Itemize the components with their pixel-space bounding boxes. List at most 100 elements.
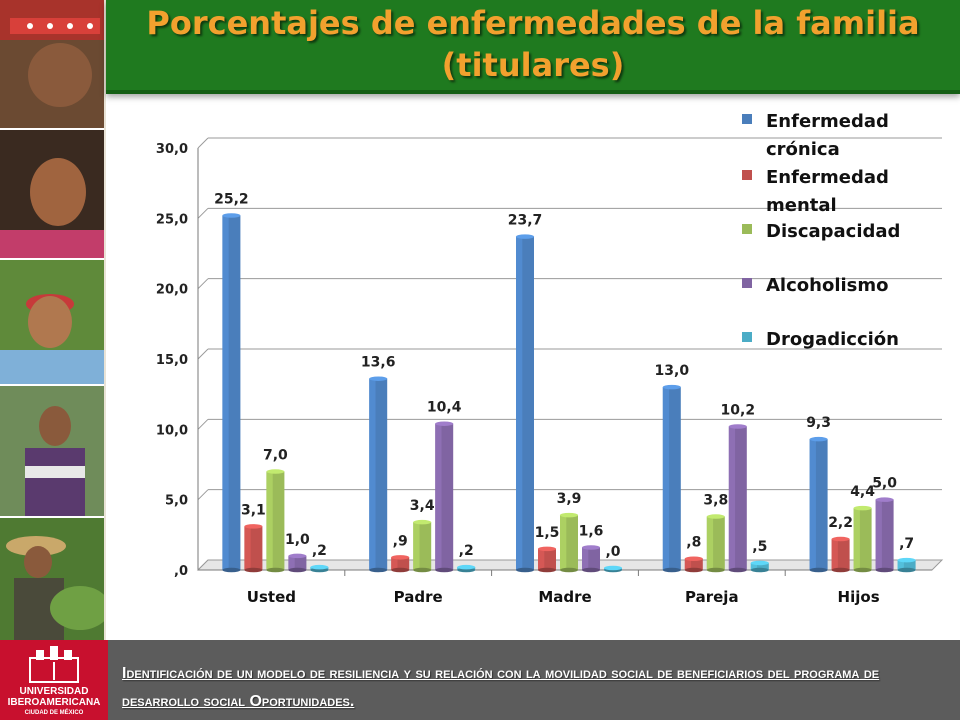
bar-top xyxy=(413,519,432,525)
logo-line-2: IBEROAMERICANA xyxy=(7,697,101,708)
logo-line-1: UNIVERSIDAD xyxy=(19,686,89,697)
bar xyxy=(750,562,769,570)
bar-top xyxy=(604,565,622,571)
data-label: ,5 xyxy=(752,539,767,555)
bar-top xyxy=(875,497,894,502)
bar-highlight xyxy=(244,526,251,570)
bar-highlight xyxy=(266,471,273,570)
bar-top xyxy=(897,557,916,563)
bar-bottom xyxy=(369,567,388,573)
data-label: ,7 xyxy=(899,536,914,552)
logo-line-3: CIUDAD DE MÉXICO xyxy=(24,710,84,716)
bar-bottom xyxy=(288,567,307,573)
bar-highlight xyxy=(853,508,860,570)
bar-highlight xyxy=(750,562,758,570)
data-label: 25,2 xyxy=(214,192,249,208)
bar-highlight xyxy=(684,558,692,570)
bar-bottom xyxy=(875,567,894,573)
x-category-label: Madre xyxy=(538,588,591,606)
portrait-photo-woman xyxy=(0,130,104,260)
bar-top xyxy=(310,564,329,570)
portrait-photo-mother-child xyxy=(0,386,104,518)
bar-bottom xyxy=(728,567,747,573)
bar-top xyxy=(728,424,747,429)
bar-top xyxy=(560,512,578,518)
bar-top xyxy=(435,421,454,426)
bar-highlight xyxy=(369,378,376,570)
data-label: ,9 xyxy=(393,533,408,549)
data-label: 10,4 xyxy=(427,400,462,416)
bar-top xyxy=(369,376,388,381)
bar-bottom xyxy=(435,567,454,573)
legend-swatch xyxy=(742,224,752,234)
bar-top xyxy=(831,536,850,542)
bar-top xyxy=(662,384,681,390)
bar-highlight xyxy=(897,560,904,570)
bar-bottom xyxy=(244,567,263,573)
data-label: ,2 xyxy=(312,543,327,559)
gridline-side xyxy=(197,348,209,360)
bar-top xyxy=(244,524,263,529)
footer-caption: Identificación de un modelo de resilienc… xyxy=(122,665,880,710)
data-label: ,0 xyxy=(605,544,620,560)
page-title: Porcentajes de enfermedades de la famili… xyxy=(146,4,920,84)
bar-top xyxy=(391,555,410,560)
data-label: 1,0 xyxy=(285,532,310,548)
bar-bottom xyxy=(750,567,769,573)
legend-swatch xyxy=(742,332,752,342)
y-tick-label: 15,0 xyxy=(156,353,188,368)
gridline-side xyxy=(197,278,209,290)
y-tick-label: 5,0 xyxy=(165,494,188,509)
data-label: 7,0 xyxy=(263,448,288,464)
bar-top xyxy=(750,560,769,566)
data-label: ,2 xyxy=(459,543,474,559)
chart-area: ,0 5,0 10,0 15,0 20,0 25,0 30,0 Usted 25,2 3,1 7,0… xyxy=(106,94,960,640)
data-label: 3,8 xyxy=(703,493,728,509)
data-label: 10,2 xyxy=(721,403,756,419)
portrait-photo-elder-man xyxy=(0,0,104,130)
bar-top xyxy=(809,436,828,442)
bar-bottom xyxy=(831,567,850,573)
bar-highlight xyxy=(435,423,442,570)
portrait-photo-farmer xyxy=(0,518,104,642)
bar-highlight xyxy=(516,236,523,570)
bar-top xyxy=(706,514,725,519)
legend-label: Alcoholismo xyxy=(766,275,889,296)
bar xyxy=(897,560,916,570)
bar-bottom xyxy=(897,567,916,573)
data-label: 13,6 xyxy=(361,355,396,371)
y-tick-label: 25,0 xyxy=(156,212,188,227)
bar-highlight xyxy=(538,548,545,570)
bar-bottom xyxy=(391,567,410,573)
data-label: 3,1 xyxy=(241,502,266,518)
bar-top xyxy=(582,545,600,550)
y-tick-label: 30,0 xyxy=(156,142,188,157)
bar-highlight xyxy=(413,522,420,570)
data-label: 13,0 xyxy=(655,363,690,379)
bar-highlight xyxy=(706,516,714,570)
bar-highlight xyxy=(288,555,295,570)
data-label: 3,9 xyxy=(557,491,582,507)
bar-bottom xyxy=(582,567,600,573)
bar-highlight xyxy=(809,439,816,570)
bar-top xyxy=(853,505,872,511)
legend-swatch xyxy=(742,170,752,180)
legend-label: Discapacidad xyxy=(766,221,901,242)
data-label: 1,6 xyxy=(579,523,604,539)
bar-bottom xyxy=(222,567,241,573)
footer-bar: UNIVERSIDAD IBEROAMERICANA CIUDAD DE MÉX… xyxy=(0,640,960,720)
bar-bottom xyxy=(853,567,872,573)
bar-bottom xyxy=(662,567,681,573)
data-label: 5,0 xyxy=(872,476,897,492)
y-tick-label: ,0 xyxy=(174,564,188,579)
bar-highlight xyxy=(222,215,229,570)
data-label: 9,3 xyxy=(806,415,831,431)
gridline-side xyxy=(197,207,209,219)
portrait-photo-man-cap xyxy=(0,260,104,386)
data-label: 1,5 xyxy=(535,525,560,541)
bar-highlight xyxy=(875,499,882,570)
data-label: 23,7 xyxy=(508,213,543,229)
bar-highlight xyxy=(560,515,567,570)
legend-swatch xyxy=(742,114,752,124)
title-bar: Porcentajes de enfermedades de la famili… xyxy=(106,0,960,94)
